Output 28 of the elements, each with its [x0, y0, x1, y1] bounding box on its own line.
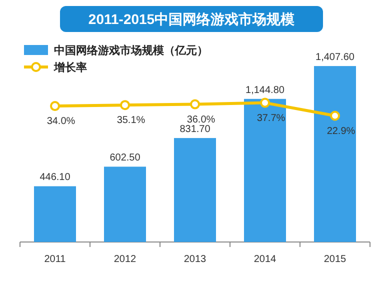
- x-tick-label: 2012: [114, 254, 137, 265]
- data-label: 1,407.60: [316, 52, 355, 64]
- bar: [104, 166, 146, 242]
- bar: [174, 138, 216, 242]
- x-tick-label: 2014: [254, 254, 277, 265]
- data-label: 602.50: [110, 152, 141, 164]
- bar: [34, 186, 76, 242]
- data-label: 34.0%: [46, 116, 76, 128]
- point: [330, 110, 340, 121]
- data-label: 831.70: [180, 124, 211, 136]
- data-label: 1,144.80: [246, 84, 285, 96]
- point: [120, 100, 130, 110]
- bar: [314, 66, 356, 242]
- data-label: 36.0%: [186, 114, 216, 126]
- data-label: 22.9%: [326, 126, 356, 137]
- x-tick-label: 2013: [184, 254, 207, 265]
- data-label: 35.1%: [116, 115, 146, 126]
- data-label: 446.10: [40, 172, 71, 184]
- chart-title: 2011-2015中国网络游戏市场规模: [88, 11, 296, 27]
- point: [50, 101, 60, 112]
- x-tick-label: 2011: [44, 254, 66, 265]
- data-label: 37.7%: [256, 112, 286, 124]
- point: [260, 98, 270, 108]
- legend-label: 增长率: [53, 61, 87, 74]
- bar: [244, 98, 286, 242]
- point: [190, 99, 200, 110]
- x-tick-label: 2015: [324, 254, 347, 265]
- legend-label: 中国网络游戏市场规模（亿元）: [54, 44, 208, 57]
